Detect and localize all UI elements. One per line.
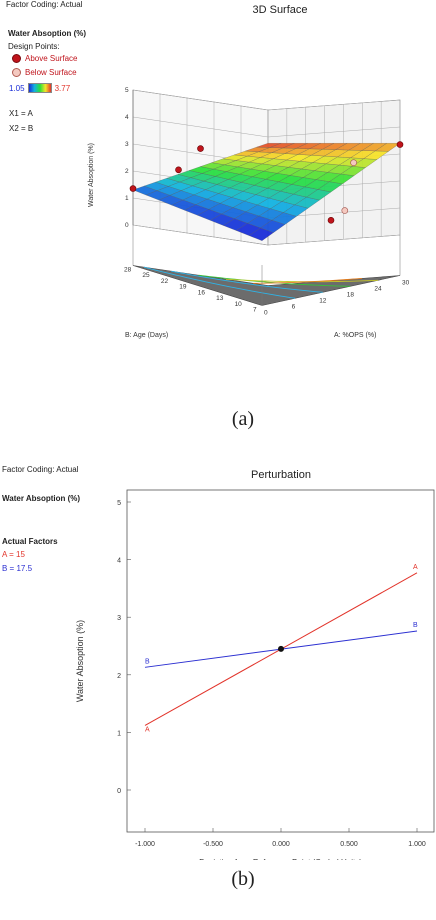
factor-a-value: A = 15	[2, 550, 25, 559]
contour-line	[143, 266, 296, 299]
x-axis-label: A: %OPS (%)	[334, 332, 376, 339]
y-tick-label: 10	[235, 301, 243, 308]
factor-coding-label: Factor Coding: Actual	[6, 0, 83, 9]
z-tick-label: 1	[125, 195, 129, 202]
y-tick-label: 28	[124, 267, 132, 274]
x-tick-label: 30	[402, 280, 410, 287]
y-axis-label: Water Absoption (%)	[75, 620, 85, 702]
z-axis-label: Water Absoption (%)	[88, 143, 95, 207]
y-axis-label: B: Age (Days)	[125, 332, 168, 339]
design-point-above	[396, 141, 404, 148]
x2-label: X2 = B	[9, 124, 34, 133]
surface-chart-title: 3D Surface	[252, 4, 308, 16]
reference-point	[278, 645, 284, 652]
range-max-label: 3.77	[54, 83, 71, 93]
design-point-above	[197, 145, 204, 152]
y-tick-label: 19	[179, 284, 187, 291]
contour-line	[171, 270, 323, 293]
below-surface-label: Below Surface	[25, 68, 77, 77]
factor-coding-label-b: Factor Coding: Actual	[2, 465, 79, 474]
design-point-above	[175, 166, 182, 174]
above-surface-marker-icon	[12, 54, 21, 63]
x1-label: X1 = A	[9, 109, 33, 118]
design-point-below	[341, 207, 349, 214]
design-points-label: Design Points:	[8, 42, 60, 51]
legend-above: Above Surface	[12, 54, 77, 63]
x-tick-label: 24	[374, 286, 382, 293]
z-tick-label: 2	[125, 168, 129, 175]
x-tick-label: -0.500	[203, 841, 223, 848]
x-axis-label: Deviation from Reference Point (Coded Un…	[199, 858, 362, 860]
series-start-label: B	[145, 658, 150, 665]
design-point-above	[327, 217, 335, 224]
x-tick-label: 0.500	[340, 841, 358, 848]
z-tick-label: 0	[125, 222, 129, 229]
below-surface-marker-icon	[12, 68, 21, 77]
design-point-below	[350, 159, 357, 166]
x-tick-label: 1.000	[408, 841, 426, 848]
contour-line	[253, 277, 363, 284]
z-tick-label: 3	[125, 141, 129, 148]
x-tick-label: 0.000	[272, 841, 290, 848]
y-tick-label: 3	[117, 615, 121, 622]
y-tick-label: 2	[117, 673, 121, 680]
factor-b-value: B = 17.5	[2, 564, 33, 573]
design-point-above	[129, 185, 137, 192]
actual-factors-label: Actual Factors	[2, 537, 58, 546]
y-tick-label: 1	[117, 730, 121, 737]
color-range-legend: 1.05 3.77	[9, 83, 70, 93]
x-tick-label: 0	[264, 310, 268, 317]
series-start-label: A	[145, 726, 150, 733]
series-end-label: A	[413, 564, 418, 571]
above-surface-label: Above Surface	[25, 54, 78, 63]
z-tick-label: 5	[125, 87, 129, 94]
perturbation-chart: 0 1 2 3 4 5 -1.000 -0.500 0.000 0.500 1.000 A A B B Wat…	[75, 489, 435, 860]
response-title: Water Absoption (%)	[8, 29, 87, 38]
x-tick-label: 18	[347, 292, 355, 299]
color-gradient-bar	[27, 83, 52, 93]
y-tick-label: 22	[161, 278, 169, 285]
y-tick-label: 25	[142, 272, 150, 279]
response-title-b: Water Absoption (%)	[2, 494, 81, 503]
range-min-label: 1.05	[9, 83, 25, 93]
z-tick-label: 4	[125, 114, 129, 121]
y-tick-label: 13	[216, 295, 224, 302]
plot-frame	[126, 489, 435, 833]
series-end-label: B	[413, 622, 418, 629]
y-tick-label: 7	[253, 307, 257, 314]
x-tick-label: 12	[319, 298, 327, 305]
y-tick-label: 16	[198, 289, 206, 296]
legend-below: Below Surface	[12, 68, 77, 77]
y-tick-label: 0	[117, 788, 121, 795]
panel-b-caption: (b)	[231, 868, 255, 890]
perturbation-chart-title: Perturbation	[251, 469, 311, 481]
y-tick-label: 5	[117, 500, 121, 507]
y-tick-label: 4	[117, 558, 121, 565]
x-tick-label: 6	[292, 304, 296, 311]
x-tick-label: -1.000	[135, 841, 155, 848]
surface-cell	[374, 143, 401, 152]
panel-a-caption: (a)	[231, 408, 255, 430]
